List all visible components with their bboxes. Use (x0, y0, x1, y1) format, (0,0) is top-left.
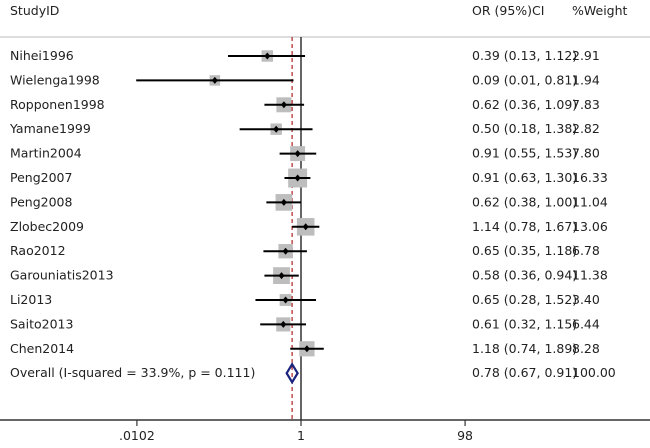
header-weight: %Weight (572, 3, 628, 18)
x-tick-label: 1 (297, 428, 305, 443)
study-label: Yamane1999 (9, 121, 91, 136)
point-estimate (282, 296, 289, 304)
weight-label: 16.33 (572, 170, 608, 185)
overall-weight-label: 100.00 (572, 365, 616, 380)
point-estimate (273, 125, 280, 133)
effect-label: 0.91 (0.63, 1.30) (472, 170, 577, 185)
overall-diamond (285, 362, 299, 385)
point-estimate (282, 247, 289, 255)
effect-label: 0.58 (0.36, 0.94) (472, 268, 577, 283)
weight-label: 7.80 (572, 146, 600, 161)
effect-label: 0.91 (0.55, 1.53) (472, 146, 577, 161)
weight-label: 13.06 (572, 219, 608, 234)
weight-label: 8.28 (572, 341, 600, 356)
effect-label: 1.14 (0.78, 1.67) (472, 219, 577, 234)
study-label: Wielenga1998 (10, 72, 100, 87)
effect-label: 1.18 (0.74, 1.89) (472, 341, 577, 356)
weight-label: 7.83 (572, 97, 600, 112)
effect-label: 0.09 (0.01, 0.81) (472, 72, 577, 87)
study-label: Peng2007 (10, 170, 72, 185)
effect-label: 0.39 (0.13, 1.12) (472, 48, 577, 63)
effect-label: 0.50 (0.18, 1.38) (472, 121, 577, 136)
effect-label: 0.62 (0.36, 1.09) (472, 97, 577, 112)
study-label: Nihei1996 (10, 48, 74, 63)
header-effect: OR (95%)CI (472, 3, 544, 18)
effect-label: 0.65 (0.28, 1.52) (472, 292, 577, 307)
point-estimate (294, 174, 301, 182)
header-study: StudyID (10, 3, 59, 18)
weight-label: 6.44 (572, 316, 600, 331)
study-label: Garouniatis2013 (10, 268, 114, 283)
overall-effect-label: 0.78 (0.67, 0.91) (472, 365, 577, 380)
effect-label: 0.65 (0.35, 1.18) (472, 243, 577, 258)
point-estimate (303, 345, 310, 353)
study-label: Chen2014 (10, 341, 74, 356)
point-estimate (278, 272, 285, 280)
point-estimate (280, 320, 287, 328)
point-estimate (302, 223, 309, 231)
x-tick-label: .0102 (119, 428, 155, 443)
weight-label: 11.38 (572, 268, 608, 283)
weight-label: 11.04 (572, 194, 608, 209)
study-label: Li2013 (10, 292, 52, 307)
x-tick-label: 98 (457, 428, 473, 443)
point-estimate (280, 198, 287, 206)
study-label: Ropponen1998 (10, 97, 105, 112)
weight-label: 2.91 (572, 48, 600, 63)
weight-label: 3.40 (572, 292, 600, 307)
effect-label: 0.62 (0.38, 1.00) (472, 194, 577, 209)
study-label: Martin2004 (10, 146, 82, 161)
weight-label: 2.82 (572, 121, 600, 136)
study-label: Zlobec2009 (10, 219, 84, 234)
effect-label: 0.61 (0.32, 1.15) (472, 316, 577, 331)
point-estimate (294, 150, 301, 158)
weight-label: 1.94 (572, 72, 600, 87)
overall-label: Overall (I-squared = 33.9%, p = 0.111) (10, 365, 255, 380)
point-estimate (211, 76, 218, 84)
point-estimate (264, 52, 271, 60)
study-label: Saito2013 (10, 316, 73, 331)
point-estimate (280, 101, 287, 109)
study-label: Rao2012 (10, 243, 66, 258)
weight-label: 6.78 (572, 243, 600, 258)
study-label: Peng2008 (10, 194, 72, 209)
